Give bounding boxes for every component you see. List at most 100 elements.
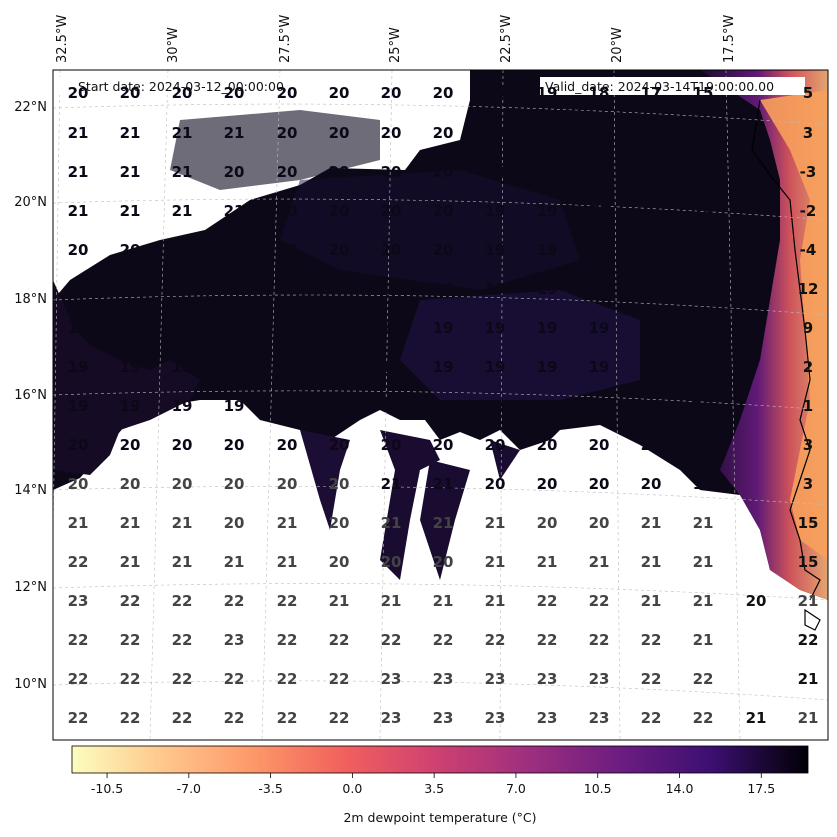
dewpoint-value: 20 [329, 553, 350, 571]
dewpoint-value: 21 [746, 709, 767, 727]
latitude-label: 16°N [14, 388, 47, 403]
dewpoint-value: 22 [172, 709, 193, 727]
dewpoint-value: 21 [224, 124, 245, 142]
dewpoint-value: 18 [589, 163, 610, 181]
dewpoint-value: 22 [120, 592, 141, 610]
dewpoint-value: 18 [589, 280, 610, 298]
dewpoint-value: 21 [798, 670, 819, 688]
dewpoint-value: 21 [381, 475, 402, 493]
dewpoint-value: 23 [485, 670, 506, 688]
dewpoint-value: 23 [537, 670, 558, 688]
dewpoint-value: 2 [803, 358, 813, 376]
dewpoint-value: 20 [120, 475, 141, 493]
dewpoint-value: 21 [589, 553, 610, 571]
dewpoint-value: 19 [68, 280, 89, 298]
dewpoint-value: 22 [641, 709, 662, 727]
dewpoint-value: 20 [381, 163, 402, 181]
dewpoint-value: 20 [224, 319, 245, 337]
dewpoint-value: 19 [68, 319, 89, 337]
dewpoint-value: 22 [589, 631, 610, 649]
dewpoint-value: 19 [277, 319, 298, 337]
dewpoint-value: 23 [224, 631, 245, 649]
dewpoint-value: 20 [433, 553, 454, 571]
dewpoint-value: 19 [329, 280, 350, 298]
dewpoint-value: 20 [381, 202, 402, 220]
longitude-label: 17.5°W [722, 15, 737, 63]
dewpoint-value: 22 [68, 709, 89, 727]
colorbar-tick-label: 3.5 [424, 781, 444, 796]
dewpoint-value: 20 [172, 475, 193, 493]
dewpoint-value: 21 [641, 514, 662, 532]
dewpoint-value: 20 [224, 514, 245, 532]
latitude-label: 18°N [14, 292, 47, 307]
dewpoint-value: 20 [641, 475, 662, 493]
dewpoint-value: 19 [224, 397, 245, 415]
dewpoint-value: 21 [329, 592, 350, 610]
dewpoint-value: 20 [589, 514, 610, 532]
dewpoint-value: 21 [172, 202, 193, 220]
dewpoint-value: 22 [641, 670, 662, 688]
dewpoint-value: 22 [329, 670, 350, 688]
dewpoint-value: 19 [277, 358, 298, 376]
dewpoint-value: 22 [329, 709, 350, 727]
dewpoint-value: 21 [693, 631, 714, 649]
dewpoint-value: 20 [224, 163, 245, 181]
dewpoint-value: 14 [693, 124, 714, 142]
dewpoint-value: 21 [485, 514, 506, 532]
dewpoint-value: 20 [589, 436, 610, 454]
dewpoint-value: 19 [172, 397, 193, 415]
dewpoint-value: 3 [803, 436, 813, 454]
dewpoint-value: 20 [172, 241, 193, 259]
dewpoint-value: 22 [224, 670, 245, 688]
dewpoint-value: 18 [641, 280, 662, 298]
dewpoint-value: 17 [693, 358, 714, 376]
dewpoint-value: 19 [277, 397, 298, 415]
dewpoint-value: 22 [277, 592, 298, 610]
dewpoint-value: 23 [589, 709, 610, 727]
dewpoint-value: 21 [537, 553, 558, 571]
dewpoint-value: 19 [172, 358, 193, 376]
dewpoint-value: 20 [537, 475, 558, 493]
dewpoint-value: 16 [693, 163, 714, 181]
dewpoint-shading [53, 70, 828, 740]
valid-date-box [540, 77, 805, 95]
dewpoint-value: 20 [68, 241, 89, 259]
dewpoint-value: 22 [589, 592, 610, 610]
dewpoint-value: 22 [120, 709, 141, 727]
dewpoint-value: 20 [277, 241, 298, 259]
dewpoint-value: 20 [68, 475, 89, 493]
colorbar-tick-label: 7.0 [506, 781, 526, 796]
dewpoint-value: 21 [433, 592, 454, 610]
dewpoint-value: 15 [798, 553, 819, 571]
dewpoint-value: 20 [277, 84, 298, 102]
dewpoint-value: 23 [485, 709, 506, 727]
dewpoint-value: 23 [433, 670, 454, 688]
dewpoint-value: 20 [329, 163, 350, 181]
longitude-label: 22.5°W [499, 15, 514, 63]
dewpoint-value: 15 [798, 514, 819, 532]
dewpoint-value: 17 [693, 202, 714, 220]
dewpoint-value: 19 [485, 241, 506, 259]
dewpoint-value: 20 [381, 241, 402, 259]
dewpoint-value: 18 [693, 319, 714, 337]
dewpoint-value: 20 [120, 84, 141, 102]
dewpoint-value: 20 [277, 475, 298, 493]
dewpoint-value: 23 [381, 709, 402, 727]
longitude-label: 30°W [166, 27, 181, 63]
dewpoint-value: 17 [641, 202, 662, 220]
dewpoint-value: 21 [381, 514, 402, 532]
dewpoint-value: 19 [485, 397, 506, 415]
dewpoint-value: 20 [381, 84, 402, 102]
dewpoint-value: 20 [277, 436, 298, 454]
dewpoint-value: 22 [68, 670, 89, 688]
dewpoint-value: 19 [537, 358, 558, 376]
dewpoint-value: 21 [68, 514, 89, 532]
dewpoint-value: 20 [329, 124, 350, 142]
dewpoint-value: 19 [433, 397, 454, 415]
dewpoint-value: 19 [329, 319, 350, 337]
dewpoint-value: 22 [537, 592, 558, 610]
dewpoint-value: 21 [120, 163, 141, 181]
dewpoint-value: 22 [224, 709, 245, 727]
dewpoint-value: 22 [277, 631, 298, 649]
